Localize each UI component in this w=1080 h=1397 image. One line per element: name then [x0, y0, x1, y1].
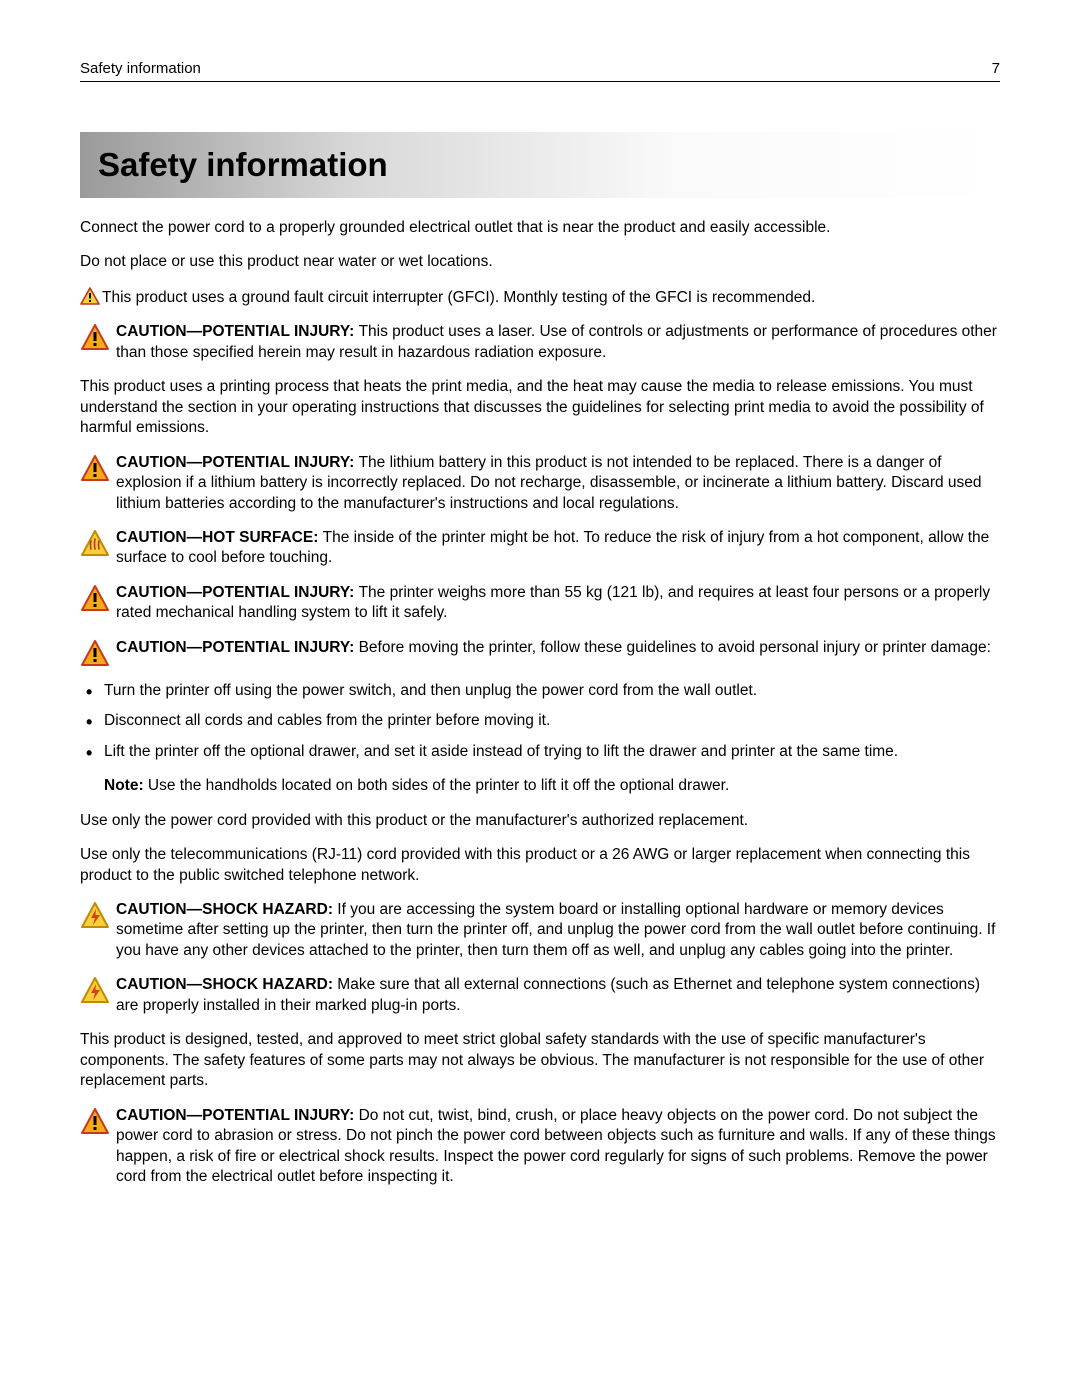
caution-label: CAUTION—SHOCK HAZARD:	[116, 901, 337, 918]
page-header: Safety information 7	[80, 60, 1000, 82]
list-item: Lift the printer off the optional drawer…	[86, 742, 1000, 762]
para-connect: Connect the power cord to a properly gro…	[80, 218, 1000, 238]
caution-hot-surface: CAUTION—HOT SURFACE: The inside of the p…	[80, 528, 1000, 569]
para-power-cord: Use only the power cord provided with th…	[80, 811, 1000, 831]
list-item: Turn the printer off using the power swi…	[86, 681, 1000, 701]
caution-moving: CAUTION—POTENTIAL INJURY: Before moving …	[80, 638, 1000, 667]
caution-label: CAUTION—POTENTIAL INJURY:	[116, 1107, 359, 1124]
caution-label: CAUTION—SHOCK HAZARD:	[116, 976, 337, 993]
caution-injury-icon	[80, 639, 110, 667]
para-rj11: Use only the telecommunications (RJ-11) …	[80, 845, 1000, 886]
note-label: Note:	[104, 777, 148, 794]
caution-hot-icon	[80, 529, 110, 557]
caution-injury-icon	[80, 323, 110, 351]
caution-icon	[80, 287, 100, 305]
caution-label: CAUTION—POTENTIAL INJURY:	[116, 584, 359, 601]
caution-shock-ports: CAUTION—SHOCK HAZARD: Make sure that all…	[80, 975, 1000, 1016]
title-bar: Safety information	[80, 132, 1000, 198]
caution-shock-icon	[80, 901, 110, 929]
note-handholds: Note: Use the handholds located on both …	[104, 776, 1000, 796]
para-water: Do not place or use this product near wa…	[80, 252, 1000, 272]
caution-injury-icon	[80, 584, 110, 612]
page-title: Safety information	[98, 146, 982, 184]
caution-text: Before moving the printer, follow these …	[359, 639, 991, 656]
caution-shock-board: CAUTION—SHOCK HAZARD: If you are accessi…	[80, 900, 1000, 961]
page-number: 7	[992, 60, 1000, 77]
para-heat: This product uses a printing process tha…	[80, 377, 1000, 438]
list-item: Disconnect all cords and cables from the…	[86, 711, 1000, 731]
caution-label: CAUTION—POTENTIAL INJURY:	[116, 639, 359, 656]
caution-injury-icon	[80, 1107, 110, 1135]
header-title: Safety information	[80, 60, 201, 77]
para-standards: This product is designed, tested, and ap…	[80, 1030, 1000, 1091]
gfci-text: This product uses a ground fault circuit…	[102, 289, 815, 306]
caution-label: CAUTION—POTENTIAL INJURY:	[116, 454, 359, 471]
note-text: Use the handholds located on both sides …	[148, 777, 729, 794]
caution-laser: CAUTION—POTENTIAL INJURY: This product u…	[80, 322, 1000, 363]
caution-injury-icon	[80, 454, 110, 482]
caution-label: CAUTION—HOT SURFACE:	[116, 529, 323, 546]
caution-shock-icon	[80, 976, 110, 1004]
caution-cord-damage: CAUTION—POTENTIAL INJURY: Do not cut, tw…	[80, 1106, 1000, 1188]
para-gfci: This product uses a ground fault circuit…	[80, 287, 1000, 308]
caution-label: CAUTION—POTENTIAL INJURY:	[116, 323, 359, 340]
caution-weight: CAUTION—POTENTIAL INJURY: The printer we…	[80, 583, 1000, 624]
caution-lithium: CAUTION—POTENTIAL INJURY: The lithium ba…	[80, 453, 1000, 514]
moving-guidelines-list: Turn the printer off using the power swi…	[80, 681, 1000, 762]
